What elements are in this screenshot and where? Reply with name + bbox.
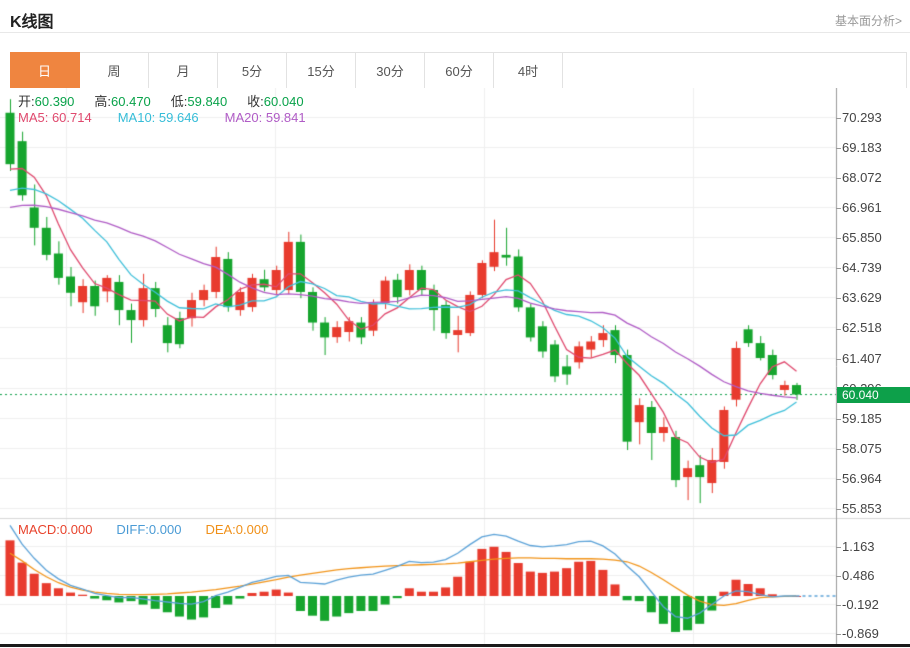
price-axis-label: 55.853 (836, 501, 908, 516)
tab-1[interactable]: 周 (80, 53, 149, 88)
high-value: 60.470 (111, 94, 151, 109)
kline-macd-chart-canvas[interactable] (0, 88, 910, 645)
open-label: 开: (18, 94, 35, 109)
low-value: 59.840 (187, 94, 228, 109)
axis-tick (836, 634, 841, 636)
axis-tick (836, 358, 841, 360)
low-label: 低: (170, 94, 188, 109)
ma-legend: MA5: 60.714 MA10: 59.646 MA20: 59.841 (18, 110, 306, 125)
open-value: 60.390 (34, 94, 75, 109)
page-title: K线图 (10, 14, 54, 31)
price-axis-label: 58.075 (836, 441, 908, 456)
axis-tick (836, 118, 841, 120)
fundamental-analysis-link[interactable]: 基本面分析> (834, 14, 902, 28)
axis-tick (836, 478, 841, 480)
macd-axis-label: 0.486 (836, 568, 908, 583)
axis-tick (836, 268, 841, 270)
axis-tick (836, 605, 841, 607)
tab-2[interactable]: 月 (149, 53, 218, 88)
price-axis-label: 65.850 (836, 230, 908, 245)
current-price-badge: 60.040 (837, 387, 910, 403)
axis-tick (836, 148, 841, 150)
axis-tick (836, 576, 841, 578)
price-axis-label: 62.518 (836, 320, 908, 335)
header-divider (0, 32, 910, 33)
axis-tick (836, 208, 841, 210)
axis-tick (836, 238, 841, 240)
price-axis-label: 64.739 (836, 260, 908, 275)
macd-axis-label: -0.192 (836, 597, 908, 612)
price-axis-label: 68.072 (836, 170, 908, 185)
bottom-border (0, 644, 910, 647)
tab-0[interactable]: 日 (10, 52, 80, 89)
close-value: 60.040 (263, 94, 304, 109)
macd-axis-label: -0.869 (836, 626, 908, 641)
ma10-value: MA10: 59.646 (117, 110, 199, 125)
ma20-value: MA20: 59.841 (224, 110, 306, 125)
diff-value: DIFF:0.000 (116, 522, 182, 537)
price-axis-label: 59.185 (836, 411, 908, 426)
axis-tick (836, 328, 841, 330)
price-axis-label: 69.183 (836, 140, 908, 155)
price-axis-label: 66.961 (836, 200, 908, 215)
tab-3[interactable]: 5分 (218, 53, 287, 88)
dea-value: DEA:0.000 (205, 522, 269, 537)
price-axis-label: 61.407 (836, 351, 908, 366)
high-label: 高: (94, 94, 112, 109)
price-axis-label: 63.629 (836, 290, 908, 305)
ma5-value: MA5: 60.714 (18, 110, 92, 125)
axis-tick (836, 508, 841, 510)
price-axis-label: 56.964 (836, 471, 908, 486)
ohlc-legend: 开:60.390 高:60.470 低:59.840 收:60.040 (18, 91, 324, 110)
tab-4[interactable]: 15分 (287, 53, 356, 88)
period-tabstrip: 日周月 5分 15分 30分 60分 4时 (10, 52, 907, 89)
tab-6[interactable]: 60分 (425, 53, 494, 88)
price-axis-label: 70.293 (836, 110, 908, 125)
macd-legend: MACD:0.000 DIFF:0.000 DEA:0.000 (18, 522, 268, 537)
tab-7[interactable]: 4时 (494, 53, 563, 88)
macd-axis-label: 1.163 (836, 539, 908, 554)
tab-5[interactable]: 30分 (356, 53, 425, 88)
axis-tick (836, 448, 841, 450)
close-label: 收: (247, 94, 264, 109)
axis-tick (836, 178, 841, 180)
axis-tick (836, 547, 841, 549)
macd-value: MACD:0.000 (18, 522, 93, 537)
axis-tick (836, 418, 841, 420)
axis-tick (836, 298, 841, 300)
